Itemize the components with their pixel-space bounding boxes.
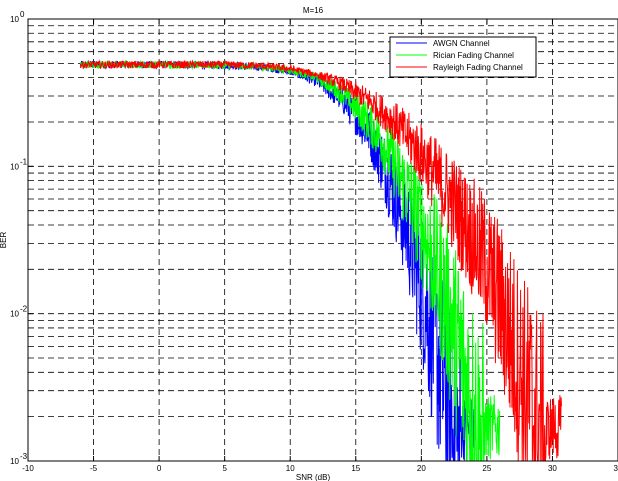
x-tick-label: 15 [351, 464, 360, 473]
x-tick-label: 10 [286, 464, 295, 473]
y-tick-label: 10 [10, 162, 19, 171]
y-tick-label: 10 [10, 15, 19, 24]
x-tick-label: -10 [22, 464, 34, 473]
legend-entry: Rayleigh Fading Channel [433, 63, 523, 72]
chart-title: M=16 [303, 6, 324, 15]
x-tick-label: 25 [482, 464, 491, 473]
x-tick-label: 5 [222, 464, 227, 473]
legend-box [389, 36, 537, 78]
plot-area-frame [27, 18, 618, 462]
x-tick-label: 30 [548, 464, 557, 473]
legend-entry: Rician Fading Channel [433, 51, 514, 60]
y-tick-label-exponent: -2 [20, 305, 28, 314]
x-tick-label: 0 [157, 464, 162, 473]
series-line-3 [79, 59, 562, 462]
legend-entry: AWGN Channel [433, 39, 490, 48]
x-axis-label: SNR (dB) [296, 473, 331, 481]
x-tick-label: 35 [614, 464, 618, 473]
y-tick-label-exponent: -3 [20, 452, 28, 461]
y-axis-label: BER [0, 232, 8, 249]
y-tick-label: 10 [10, 457, 19, 466]
series-line-2 [79, 59, 501, 462]
y-tick-label: 10 [10, 310, 19, 319]
x-tick-label: 20 [417, 464, 426, 473]
y-tick-label-exponent: 0 [20, 10, 25, 19]
legend: AWGN Channel Rician Fading Channel Rayleig… [389, 36, 537, 78]
series-lines [79, 59, 562, 462]
x-tick-label: -5 [90, 464, 98, 473]
y-tick-label-exponent: -1 [20, 157, 28, 166]
